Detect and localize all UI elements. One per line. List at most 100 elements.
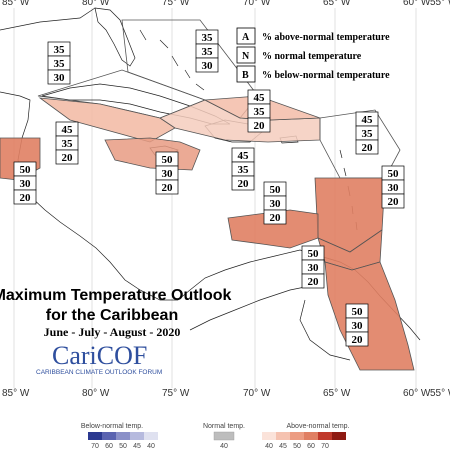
colorbar-above-tick: 40: [265, 443, 273, 450]
colorbar: Below-normal temp. Normal temp. Above-no…: [81, 423, 350, 450]
logo-tagline: CARIBBEAN CLIMATE OUTLOOK FORUM: [36, 369, 162, 376]
colorbar-above-swatch: [290, 432, 304, 440]
colorbar-below-tick: 45: [133, 443, 141, 450]
colorbar-normal-swatch: [213, 431, 235, 441]
hispaniola-a: 45: [238, 150, 250, 162]
cuba-east-b: 20: [62, 152, 74, 164]
colorbar-below-swatch: [130, 432, 144, 440]
barbados-b: 20: [388, 196, 400, 208]
box-hispaniola: 45 35 20: [231, 147, 255, 191]
colorbar-below-swatch: [88, 432, 102, 440]
box-abc-islands: 50 30 20: [263, 181, 287, 225]
colorbar-above-swatch: [276, 432, 290, 440]
colorbar-above-swatch: [304, 432, 318, 440]
colorbar-above-swatch: [318, 432, 332, 440]
bahamas-b: 30: [202, 60, 214, 72]
lon-label-70w-top: 70° W: [243, 0, 271, 8]
bahamas-n: 35: [202, 46, 214, 58]
abc-n: 30: [270, 198, 282, 210]
abc-b: 20: [270, 212, 282, 224]
guianas-b: 20: [352, 334, 364, 346]
box-trinidad: 50 30 20: [301, 245, 325, 289]
title-line-2: for the Caribbean: [46, 307, 178, 324]
cuba-west-a: 35: [54, 44, 66, 56]
colorbar-below-tick: 50: [119, 443, 127, 450]
turks-n: 35: [254, 106, 266, 118]
leewards-b: 20: [362, 142, 374, 154]
lon-label-80w-bottom: 80° W: [82, 388, 110, 399]
box-belize: 50 30 20: [13, 161, 37, 205]
cuba-west-n: 35: [54, 58, 66, 70]
cuba-east-a: 45: [62, 124, 74, 136]
colorbar-normal-label: Normal temp.: [203, 423, 245, 430]
longitude-labels-bottom: 85° W 80° W 75° W 70° W 65° W 60° W 55° …: [2, 388, 450, 399]
bahamas-a: 35: [202, 32, 214, 44]
key-text-a: % above-normal temperature: [262, 32, 390, 43]
colorbar-below-swatch: [102, 432, 116, 440]
trinidad-n: 30: [308, 262, 320, 274]
lon-label-70w-bottom: 70° W: [243, 388, 271, 399]
colorbar-normal-tick: 40: [220, 443, 228, 450]
colorbar-above-swatch: [262, 432, 276, 440]
key-text-b: % below-normal temperature: [262, 70, 390, 81]
colorbar-below-swatches: [88, 432, 158, 440]
lon-label-85w-bottom: 85° W: [2, 388, 30, 399]
colorbar-above-tick: 50: [293, 443, 301, 450]
colorbar-ticks: 70 60 50 45 40 40 40 45 50 60 70: [91, 443, 329, 450]
key-letter-a: A: [242, 32, 250, 43]
turks-a: 45: [254, 92, 266, 104]
colorbar-above-swatches: [262, 432, 346, 440]
box-bahamas: 35 35 30: [195, 29, 219, 73]
belize-a: 50: [20, 164, 32, 176]
zone-abc-islands: [227, 209, 319, 249]
key-box-b: [236, 65, 256, 83]
colorbar-above-label: Above-normal temp.: [286, 423, 349, 430]
colorbar-above-tick: 60: [307, 443, 315, 450]
guianas-n: 30: [352, 320, 364, 332]
box-cuba-west: 35 35 30: [47, 41, 71, 85]
colorbar-above-swatch: [332, 432, 346, 440]
colorbar-below-tick: 70: [91, 443, 99, 450]
colorbar-below-tick: 40: [147, 443, 155, 450]
barbados-a: 50: [388, 168, 400, 180]
colorbar-below-swatch: [144, 432, 158, 440]
barbados-n: 30: [388, 182, 400, 194]
box-jamaica: 50 30 20: [155, 151, 179, 195]
hispaniola-n: 35: [238, 164, 250, 176]
belize-n: 30: [20, 178, 32, 190]
trinidad-b: 20: [308, 276, 320, 288]
box-leewards: 45 35 20: [355, 111, 379, 155]
hispaniola-b: 20: [238, 178, 250, 190]
key-text-n: % normal temperature: [262, 51, 362, 62]
abc-a: 50: [270, 184, 282, 196]
lon-label-80w-top: 80° W: [82, 0, 110, 8]
lon-label-75w-bottom: 75° W: [162, 388, 190, 399]
lon-label-60w-bottom: 60° W: [403, 388, 431, 399]
lon-label-85w-top: 85° W: [2, 0, 30, 8]
lon-label-55w-bottom: 55° W: [430, 388, 450, 399]
colorbar-below-tick: 60: [105, 443, 113, 450]
turks-b: 20: [254, 120, 266, 132]
belize-b: 20: [20, 192, 32, 204]
guianas-a: 50: [352, 306, 364, 318]
jamaica-a: 50: [162, 154, 174, 166]
box-barbados: 50 30 20: [381, 165, 405, 209]
cuba-east-n: 35: [62, 138, 74, 150]
logo-name: CariCOF: [52, 341, 147, 370]
season-label: June - July - August - 2020: [44, 325, 181, 339]
lon-label-75w-top: 75° W: [162, 0, 190, 8]
box-turks: 45 35 20: [247, 89, 271, 133]
lon-label-55w-top: 55° W: [430, 0, 450, 8]
caricof-logo: CariCOF CARIBBEAN CLIMATE OUTLOOK FORUM: [36, 341, 162, 376]
colorbar-above-tick: 70: [321, 443, 329, 450]
lon-label-65w-top: 65° W: [323, 0, 351, 8]
leewards-n: 35: [362, 128, 374, 140]
lon-label-60w-top: 60° W: [403, 0, 431, 8]
colorbar-above-tick: 45: [279, 443, 287, 450]
colorbar-below-label: Below-normal temp.: [81, 423, 143, 430]
probability-key: A % above-normal temperature N % normal …: [236, 27, 390, 83]
key-box-a: [236, 27, 256, 45]
key-letter-n: N: [242, 51, 250, 62]
lon-label-65w-bottom: 65° W: [323, 388, 351, 399]
